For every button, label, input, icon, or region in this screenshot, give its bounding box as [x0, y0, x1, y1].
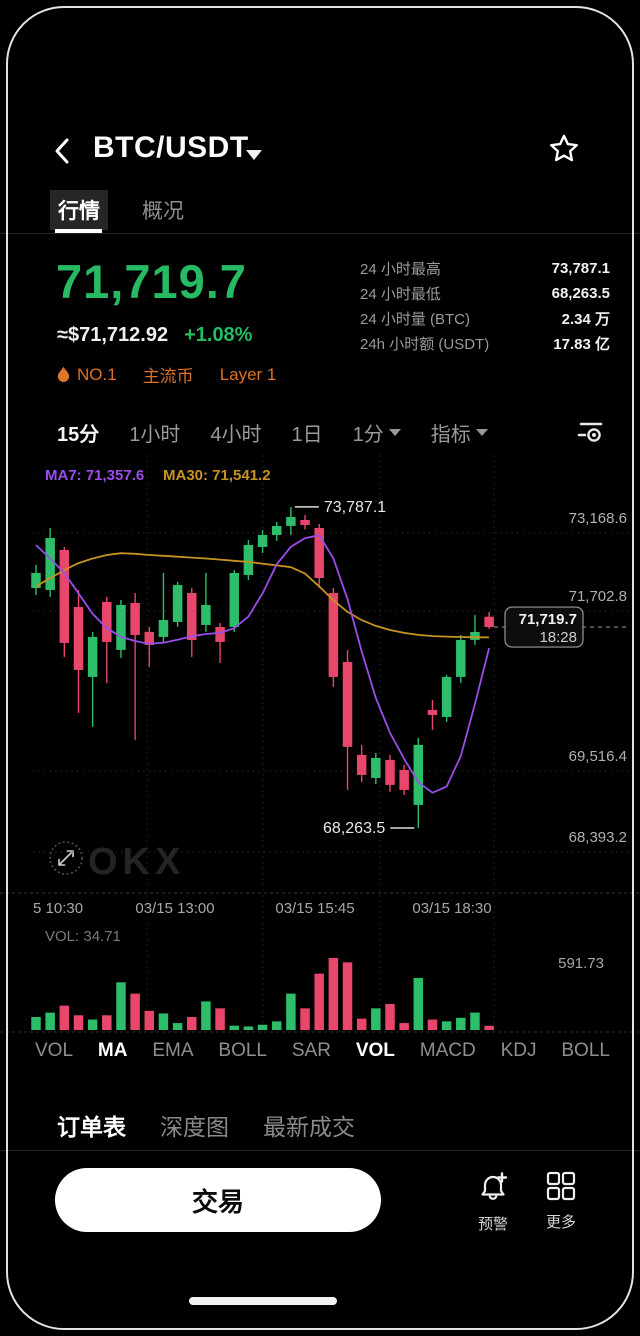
fiat-price-row: ≈$71,712.92 +1.08% [57, 324, 252, 347]
stat-row: 24 小时最低 68,263.5 [360, 281, 610, 306]
svg-text:VOL: 34.71: VOL: 34.71 [45, 928, 121, 945]
timeframe-label: 1分 [352, 423, 384, 446]
stats-panel: 24 小时最高 73,787.1 24 小时最低 68,263.5 24 小时量… [360, 256, 610, 356]
svg-text:OKX: OKX [88, 841, 185, 883]
stat-row: 24 小时最高 73,787.1 [360, 256, 610, 281]
grid-icon [546, 1171, 576, 1201]
svg-text:591.73: 591.73 [558, 955, 604, 972]
stat-label: 24h 小时额 (USDT) [360, 336, 490, 353]
chevron-down-icon [475, 428, 488, 436]
active-tab-underline [55, 229, 102, 233]
indicator-macd[interactable]: MACD [419, 1040, 476, 1061]
orderbook-tab-row: 订单表 深度图 最新成交 [57, 1108, 355, 1142]
badge-rank[interactable]: NO.1 [56, 365, 117, 385]
stat-value: 2.34 万 [561, 311, 610, 328]
timeframe-more-dropdown[interactable]: 1分 [353, 418, 401, 447]
svg-text:73,168.6: 73,168.6 [569, 510, 627, 527]
flame-icon [57, 366, 70, 382]
indicator-ma[interactable]: MA [97, 1040, 128, 1061]
indicator-vol[interactable]: VOL [35, 1040, 74, 1061]
svg-text:03/15 15:45: 03/15 15:45 [275, 900, 354, 917]
indicator-kdj[interactable]: KDJ [500, 1040, 537, 1061]
timeframe-4h[interactable]: 4小时 [210, 423, 262, 446]
indicator-boll[interactable]: BOLL [218, 1040, 267, 1061]
stat-row: 24 小时量 (BTC) 2.34 万 [360, 306, 610, 331]
timeframe-1d[interactable]: 1日 [291, 423, 323, 446]
tab-latest-trades[interactable]: 最新成交 [263, 1114, 355, 1140]
bell-plus-icon [481, 1172, 508, 1200]
more-label: 更多 [545, 1214, 576, 1231]
stat-value: 17.83 亿 [553, 336, 610, 353]
svg-text:68,263.5: 68,263.5 [323, 820, 385, 837]
header-divider [0, 233, 640, 234]
alert-label: 预警 [477, 1216, 508, 1233]
chart-settings-icon[interactable] [575, 418, 605, 446]
svg-text:68,393.2: 68,393.2 [569, 829, 627, 846]
svg-text:71,702.8: 71,702.8 [569, 588, 627, 605]
price-change: +1.08% [184, 324, 253, 346]
tab-market[interactable]: 行情 [50, 190, 108, 230]
badge-label: NO.1 [77, 364, 117, 384]
svg-text:03/15 13:00: 03/15 13:00 [135, 900, 214, 917]
timeframe-row: 15分 1小时 4小时 1日 1分 指标 [57, 416, 488, 448]
chevron-down-icon [388, 428, 401, 436]
last-price: 71,719.7 [56, 255, 247, 308]
stat-label: 24 小时最低 [360, 286, 441, 303]
svg-text:MA7: 71,357.6: MA7: 71,357.6 [45, 467, 144, 484]
stat-label: 24 小时量 (BTC) [360, 311, 471, 328]
pair-dropdown-caret-icon[interactable] [246, 150, 262, 160]
stat-label: 24 小时最高 [360, 261, 441, 278]
alert-action[interactable]: 预警 [463, 1170, 523, 1234]
indicator-tab-row: VOL MA EMA BOLL SAR VOL MACD KDJ BOLL [35, 1040, 610, 1062]
tab-order-book[interactable]: 订单表 [57, 1114, 126, 1140]
tab-depth-chart[interactable]: 深度图 [160, 1114, 229, 1140]
timeframe-label: 指标 [430, 423, 471, 446]
tab-overview[interactable]: 概况 [142, 200, 184, 223]
svg-text:73,787.1: 73,787.1 [324, 499, 386, 516]
badge-label: Layer 1 [219, 364, 277, 384]
badge-layer1[interactable]: Layer 1 [220, 365, 277, 385]
bottom-tabs-divider [0, 1150, 640, 1151]
svg-text:18:28: 18:28 [539, 629, 577, 646]
more-action[interactable]: 更多 [531, 1170, 591, 1232]
badge-mainstream[interactable]: 主流币 [143, 362, 194, 387]
svg-text:MA30: 71,541.2: MA30: 71,541.2 [163, 467, 271, 484]
trade-button[interactable]: 交易 [55, 1168, 381, 1232]
badge-label: 主流币 [142, 367, 194, 386]
indicator-dropdown[interactable]: 指标 [431, 418, 488, 447]
svg-text:69,516.4: 69,516.4 [569, 748, 627, 765]
svg-text:03/15 18:30: 03/15 18:30 [412, 900, 491, 917]
pair-title: BTC/USDT [93, 131, 249, 164]
badge-row: NO.1 主流币 Layer 1 [56, 362, 276, 387]
timeframe-1h[interactable]: 1小时 [129, 423, 181, 446]
indicator-sar[interactable]: SAR [291, 1040, 331, 1061]
indicator-ema[interactable]: EMA [152, 1040, 194, 1061]
svg-text:5 10:30: 5 10:30 [33, 900, 83, 917]
svg-text:71,719.7: 71,719.7 [519, 611, 577, 628]
candlestick-chart[interactable]: OKX MA7: 71,357.6 MA30: 71,541.2 73,168.6 71… [0, 450, 640, 1040]
home-indicator[interactable] [189, 1297, 337, 1305]
indicator-vol2[interactable]: VOL [355, 1040, 395, 1061]
timeframe-15m[interactable]: 15分 [57, 423, 100, 446]
indicator-boll2[interactable]: BOLL [561, 1040, 610, 1061]
header-tabs: 行情 概况 [50, 190, 192, 230]
favorite-star-icon[interactable] [548, 133, 580, 165]
fiat-price: ≈$71,712.92 [57, 324, 169, 346]
stat-row: 24h 小时额 (USDT) 17.83 亿 [360, 331, 610, 356]
stat-value: 73,787.1 [551, 260, 610, 277]
back-icon[interactable] [50, 136, 76, 166]
stat-value: 68,263.5 [551, 285, 610, 302]
